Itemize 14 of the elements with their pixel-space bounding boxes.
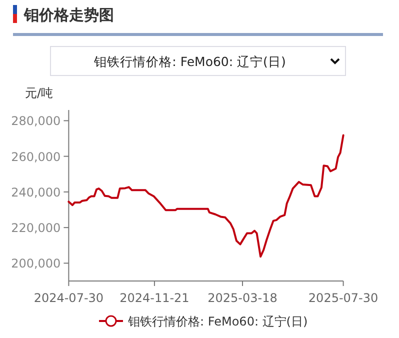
- legend: 钼铁行情价格: FeMo60: 辽宁(日): [99, 314, 308, 328]
- x-tick-label: 2025-03-18: [208, 291, 278, 305]
- y-tick-label: 280,000: [11, 114, 61, 128]
- x-tick-label: 2024-07-30: [34, 291, 104, 305]
- y-tick-label: 220,000: [11, 221, 61, 236]
- y-tick-label: 260,000: [11, 150, 61, 164]
- x-tick-label: 2024-11-21: [120, 291, 190, 305]
- x-tick-label: 2025-07-30: [308, 291, 378, 305]
- chart-title: 钼价格走势图: [23, 6, 114, 24]
- chart-subtitle: 钼铁行情价格: FeMo60: 辽宁(日): [93, 54, 286, 69]
- y-tick-label: 200,000: [11, 256, 61, 271]
- line-series: [68, 134, 344, 258]
- y-tick-label: 240,000: [11, 185, 61, 200]
- y-axis-title: 元/吨: [25, 86, 54, 100]
